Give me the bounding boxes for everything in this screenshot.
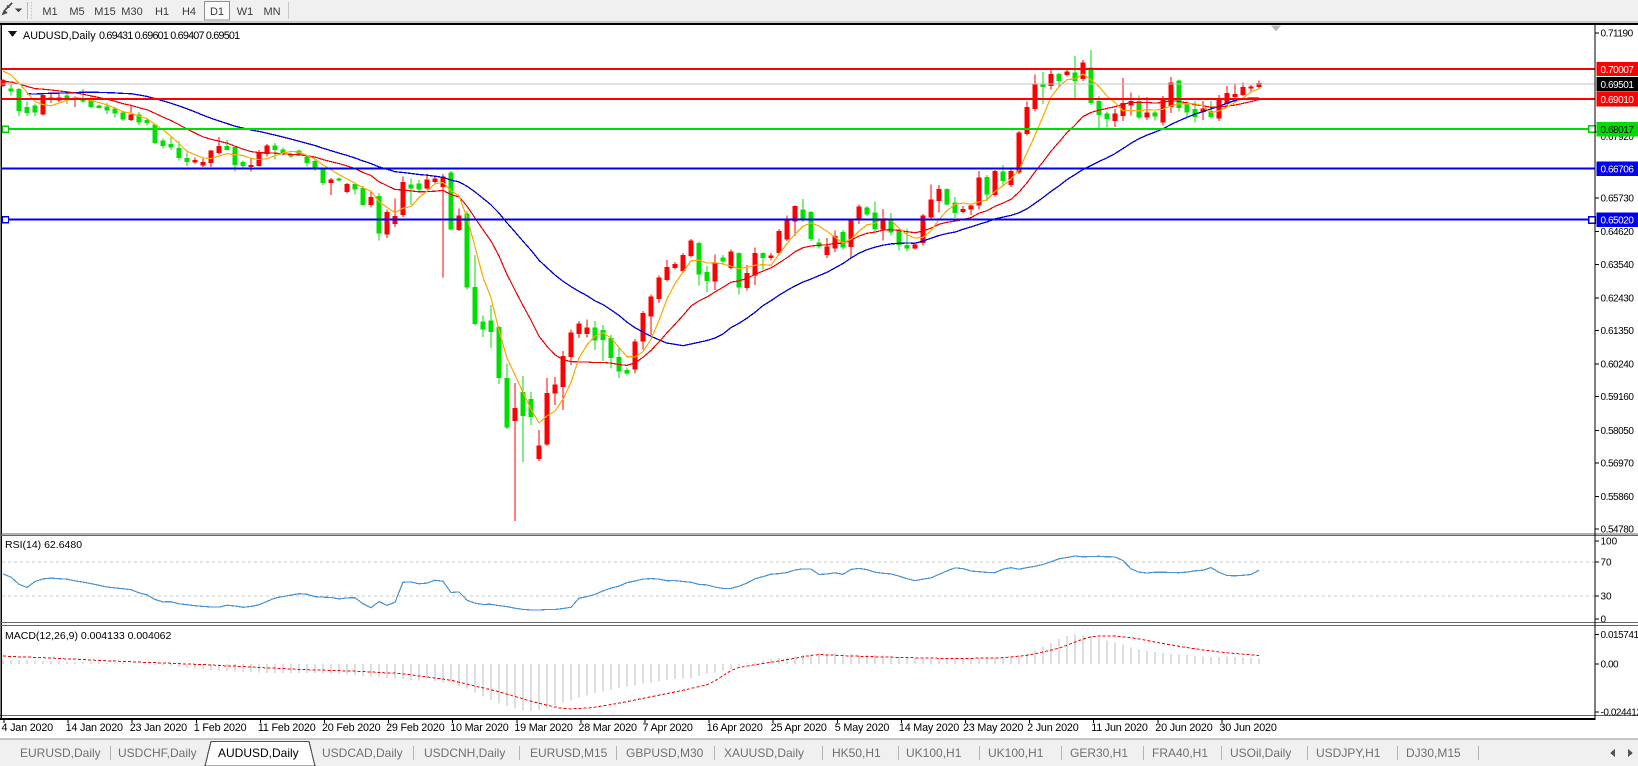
svg-text:0.58050: 0.58050 bbox=[1601, 426, 1635, 437]
svg-text:14 May 2020: 14 May 2020 bbox=[899, 722, 959, 734]
svg-text:-0.024412: -0.024412 bbox=[1601, 708, 1638, 719]
svg-text:GBPUSD,M30: GBPUSD,M30 bbox=[626, 746, 704, 760]
svg-text:FRA40,H1: FRA40,H1 bbox=[1152, 746, 1208, 760]
svg-text:11 Feb 2020: 11 Feb 2020 bbox=[258, 722, 316, 734]
svg-text:RSI(14) 62.6480: RSI(14) 62.6480 bbox=[5, 539, 82, 551]
svg-text:0.71190: 0.71190 bbox=[1601, 29, 1634, 40]
svg-text:W1: W1 bbox=[237, 6, 254, 18]
svg-text:0.59160: 0.59160 bbox=[1601, 392, 1635, 403]
svg-text:EURUSD,M15: EURUSD,M15 bbox=[530, 746, 608, 760]
svg-text:20 Jun 2020: 20 Jun 2020 bbox=[1155, 722, 1212, 734]
svg-text:DJ30,M15: DJ30,M15 bbox=[1406, 746, 1461, 760]
svg-text:0.69010: 0.69010 bbox=[1601, 95, 1635, 106]
svg-text:0.56970: 0.56970 bbox=[1601, 458, 1635, 469]
svg-text:25 Apr 2020: 25 Apr 2020 bbox=[771, 722, 827, 734]
svg-text:M30: M30 bbox=[121, 6, 142, 18]
svg-text:EURUSD,Daily: EURUSD,Daily bbox=[20, 746, 101, 760]
svg-text:23 Jan 2020: 23 Jan 2020 bbox=[130, 722, 187, 734]
svg-text:16 Apr 2020: 16 Apr 2020 bbox=[707, 722, 763, 734]
svg-text:HK50,H1: HK50,H1 bbox=[832, 746, 881, 760]
svg-text:0: 0 bbox=[1601, 614, 1607, 625]
svg-text:MACD(12,26,9) 0.004133 0.00406: MACD(12,26,9) 0.004133 0.004062 bbox=[5, 630, 172, 642]
svg-text:30: 30 bbox=[1601, 592, 1613, 603]
svg-text:0.00: 0.00 bbox=[1601, 659, 1620, 670]
svg-text:UK100,H1: UK100,H1 bbox=[988, 746, 1044, 760]
svg-text:23 May 2020: 23 May 2020 bbox=[963, 722, 1023, 734]
svg-text:UK100,H1: UK100,H1 bbox=[906, 746, 962, 760]
svg-text:USDCNH,Daily: USDCNH,Daily bbox=[424, 746, 505, 760]
svg-text:5 May 2020: 5 May 2020 bbox=[835, 722, 890, 734]
svg-text:0.65020: 0.65020 bbox=[1601, 216, 1635, 227]
svg-text:H4: H4 bbox=[182, 6, 196, 18]
svg-text:11 Jun 2020: 11 Jun 2020 bbox=[1091, 722, 1148, 734]
svg-text:USOil,Daily: USOil,Daily bbox=[1230, 746, 1291, 760]
svg-text:0.70007: 0.70007 bbox=[1601, 65, 1635, 76]
svg-text:1 Feb 2020: 1 Feb 2020 bbox=[194, 722, 247, 734]
svg-text:H1: H1 bbox=[155, 6, 169, 18]
svg-text:0.68017: 0.68017 bbox=[1601, 125, 1635, 136]
svg-text:0.60240: 0.60240 bbox=[1601, 360, 1635, 371]
svg-text:0.55860: 0.55860 bbox=[1601, 492, 1635, 503]
svg-text:AUDUSD,Daily: AUDUSD,Daily bbox=[23, 30, 96, 42]
svg-text:0.61350: 0.61350 bbox=[1601, 326, 1635, 337]
svg-text:100: 100 bbox=[1601, 536, 1618, 547]
svg-text:0.63540: 0.63540 bbox=[1601, 260, 1635, 271]
svg-text:GER30,H1: GER30,H1 bbox=[1070, 746, 1128, 760]
svg-text:19 Mar 2020: 19 Mar 2020 bbox=[514, 722, 573, 734]
svg-text:0.69431 0.69601 0.69407 0.6950: 0.69431 0.69601 0.69407 0.69501 bbox=[99, 30, 240, 42]
svg-text:14 Jan 2020: 14 Jan 2020 bbox=[66, 722, 123, 734]
svg-text:USDCAD,Daily: USDCAD,Daily bbox=[322, 746, 403, 760]
svg-text:30 Jun 2020: 30 Jun 2020 bbox=[1219, 722, 1276, 734]
svg-text:D1: D1 bbox=[210, 6, 224, 18]
svg-text:2 Jun 2020: 2 Jun 2020 bbox=[1027, 722, 1079, 734]
svg-text:M5: M5 bbox=[69, 6, 84, 18]
svg-text:0.67920: 0.67920 bbox=[1601, 132, 1635, 143]
svg-text:0.66706: 0.66706 bbox=[1601, 165, 1635, 176]
svg-text:20 Feb 2020: 20 Feb 2020 bbox=[322, 722, 381, 734]
svg-text:USDJPY,H1: USDJPY,H1 bbox=[1316, 746, 1381, 760]
svg-text:M15: M15 bbox=[94, 6, 115, 18]
svg-text:USDCHF,Daily: USDCHF,Daily bbox=[118, 746, 197, 760]
svg-text:28 Mar 2020: 28 Mar 2020 bbox=[578, 722, 637, 734]
svg-text:0.015741: 0.015741 bbox=[1601, 630, 1638, 641]
svg-text:XAUUSD,Daily: XAUUSD,Daily bbox=[724, 746, 804, 760]
svg-text:7 Apr 2020: 7 Apr 2020 bbox=[643, 722, 693, 734]
svg-text:M1: M1 bbox=[42, 6, 57, 18]
svg-text:0.54780: 0.54780 bbox=[1601, 525, 1635, 536]
svg-text:0.69501: 0.69501 bbox=[1601, 80, 1635, 91]
svg-text:70: 70 bbox=[1601, 557, 1613, 568]
svg-text:MN: MN bbox=[263, 6, 280, 18]
svg-text:10 Mar 2020: 10 Mar 2020 bbox=[450, 722, 509, 734]
svg-text:0.64620: 0.64620 bbox=[1601, 227, 1635, 238]
svg-text:AUDUSD,Daily: AUDUSD,Daily bbox=[218, 746, 299, 760]
svg-text:0.65730: 0.65730 bbox=[1601, 194, 1635, 205]
svg-text:4 Jan 2020: 4 Jan 2020 bbox=[2, 722, 54, 734]
svg-text:0.62430: 0.62430 bbox=[1601, 293, 1635, 304]
svg-text:29 Feb 2020: 29 Feb 2020 bbox=[386, 722, 445, 734]
